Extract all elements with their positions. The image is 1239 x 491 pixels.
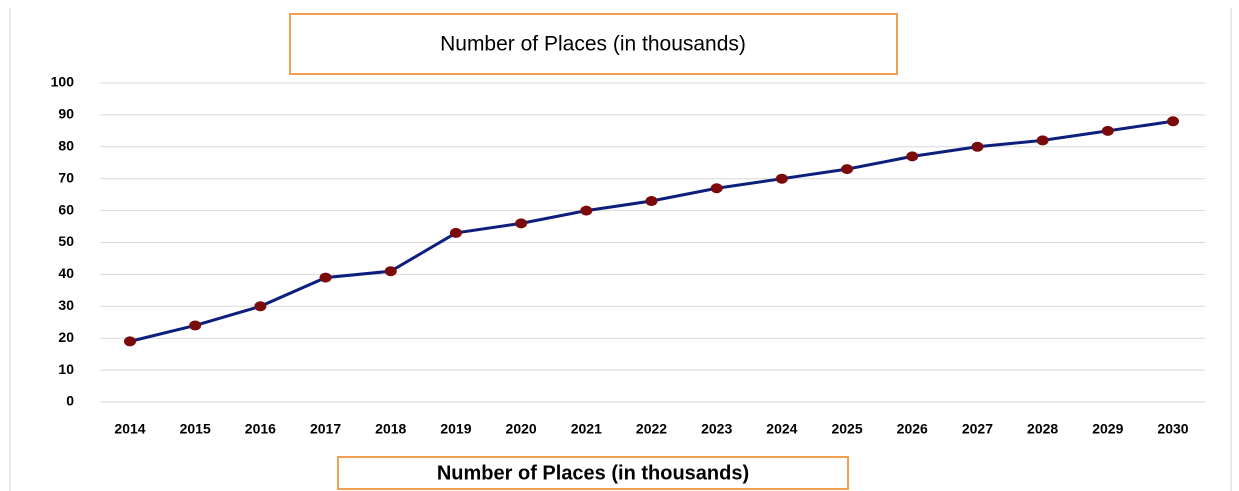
x-tick-label: 2020 <box>506 421 537 437</box>
point <box>775 173 788 184</box>
x-tick-label: 2019 <box>440 421 471 437</box>
point <box>906 151 919 162</box>
legend-box <box>337 456 849 490</box>
x-tick-label: 2027 <box>962 421 993 437</box>
x-tick-label: 2018 <box>375 421 406 437</box>
point <box>841 164 854 175</box>
x-tick-label: 2017 <box>310 421 341 437</box>
y-tick-label: 50 <box>58 233 74 249</box>
point <box>645 196 658 207</box>
x-tick-label: 2023 <box>701 421 732 437</box>
point <box>580 205 593 216</box>
y-tick-label: 80 <box>58 138 74 154</box>
x-tick-label: 2015 <box>180 421 211 437</box>
point <box>710 183 723 194</box>
point <box>319 272 332 283</box>
y-tick-label: 10 <box>58 361 74 377</box>
x-tick-label: 2024 <box>766 421 797 437</box>
point <box>515 218 528 229</box>
y-tick-label: 20 <box>58 329 74 345</box>
x-tick-label: 2025 <box>831 421 862 437</box>
line <box>129 119 1174 343</box>
x-tick-label: 2028 <box>1027 421 1058 437</box>
point <box>254 301 267 312</box>
x-tick-label: 2026 <box>897 421 928 437</box>
x-tick-label: 2029 <box>1092 421 1123 437</box>
title-box <box>289 13 898 75</box>
point <box>1167 116 1179 127</box>
y-tick-label: 90 <box>58 106 74 122</box>
y-tick-label: 40 <box>58 265 74 281</box>
x-tick-label: 2014 <box>114 421 145 437</box>
legend-label: Number of Places (in thousands) <box>437 462 749 484</box>
y-tick-label: 60 <box>58 201 74 217</box>
point <box>1101 125 1114 136</box>
point <box>189 320 202 331</box>
x-tick-label: 2030 <box>1157 421 1188 437</box>
y-tick-label: 70 <box>58 169 74 185</box>
y-tick-label: 0 <box>66 393 74 409</box>
point <box>971 141 984 152</box>
point <box>384 266 397 277</box>
y-tick-label: 100 <box>51 74 75 90</box>
x-tick-label: 2022 <box>636 421 667 437</box>
x-tick-label: 2021 <box>571 421 602 437</box>
point <box>124 336 136 347</box>
point <box>449 227 462 238</box>
x-tick-label: 2016 <box>245 421 276 437</box>
chart-title: Number of Places (in thousands) <box>440 33 746 56</box>
y-tick-label: 30 <box>58 297 74 313</box>
point <box>1036 135 1049 146</box>
